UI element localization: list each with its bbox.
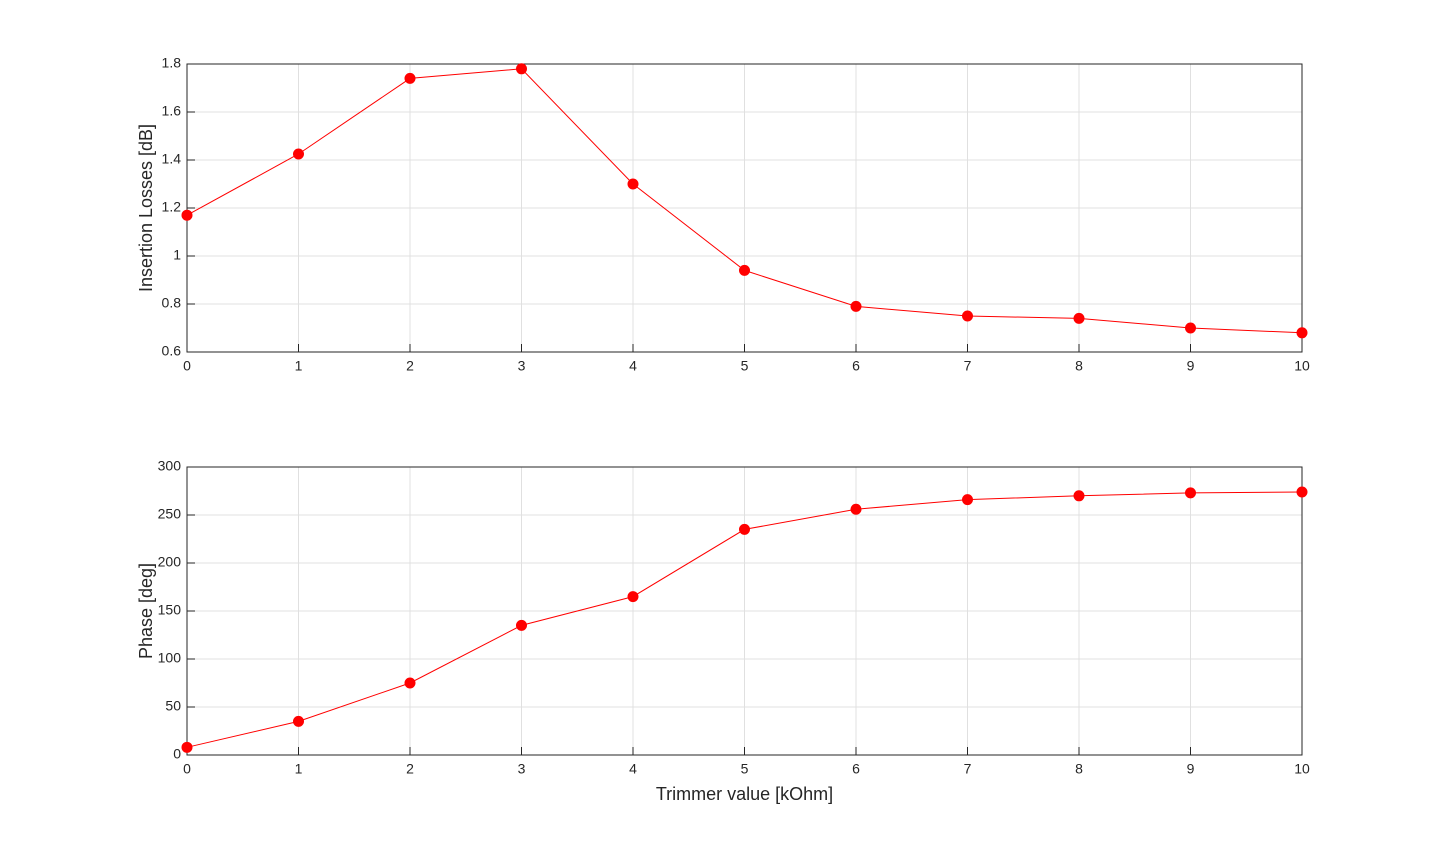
data-point [627, 178, 639, 190]
y-tick-label: 100 [158, 650, 182, 666]
data-point [739, 264, 750, 276]
data-point [739, 523, 750, 535]
data-point [962, 310, 973, 322]
y-tick-label: 0.8 [162, 295, 182, 311]
subplot: 0 1 2 3 4 5 6 7 8 9 10 0.6 0.8 1 1.2 1.4 1.6 1.8 Insertion… [136, 55, 1310, 374]
x-tick-label: 10 [1294, 761, 1310, 777]
x-tick-label: 7 [964, 358, 972, 374]
data-point [1185, 322, 1196, 334]
x-tick-label: 3 [518, 761, 526, 777]
x-tick-label: 1 [295, 761, 303, 777]
y-tick-label: 1.4 [162, 151, 182, 167]
x-tick-label: 2 [406, 358, 414, 374]
x-axis-label: Trimmer value [kOhm] [656, 784, 833, 804]
axes-frame [186, 466, 1303, 756]
x-tick-label: 9 [1187, 761, 1195, 777]
y-tick-label: 50 [165, 698, 181, 714]
x-tick-label: 6 [852, 358, 860, 374]
data-point [1296, 327, 1308, 339]
y-tick-label: 300 [158, 458, 182, 474]
data-point [1185, 487, 1196, 499]
axes-frame [186, 63, 1303, 353]
x-tick-label: 0 [183, 761, 191, 777]
data-point [293, 715, 304, 727]
y-tick-label: 1.6 [162, 103, 182, 119]
y-tick-label: 1.8 [162, 55, 182, 71]
x-tick-label: 7 [964, 761, 972, 777]
x-tick-label: 5 [741, 358, 749, 374]
y-tick-label: 200 [158, 554, 182, 570]
y-tick-label: 150 [158, 602, 182, 618]
data-point [1073, 312, 1085, 324]
y-tick-label: 0 [173, 746, 181, 762]
data-point [516, 63, 527, 75]
x-tick-label: 3 [518, 358, 526, 374]
x-tick-label: 5 [741, 761, 749, 777]
x-tick-label: 2 [406, 761, 414, 777]
y-axis-label: Phase [deg] [136, 563, 156, 659]
x-tick-label: 10 [1294, 358, 1310, 374]
data-point [181, 741, 193, 753]
data-point [404, 72, 416, 84]
data-point [850, 503, 862, 515]
x-tick-label: 6 [852, 761, 860, 777]
y-axis-label: Insertion Losses [dB] [136, 124, 156, 292]
data-point [404, 677, 416, 689]
data-point [293, 148, 304, 160]
y-tick-label: 1.2 [162, 199, 182, 215]
y-tick-label: 1 [173, 247, 181, 263]
data-point [181, 209, 193, 221]
data-point [516, 619, 527, 631]
x-tick-label: 0 [183, 358, 191, 374]
x-tick-label: 4 [629, 358, 637, 374]
data-point [1073, 490, 1085, 502]
x-tick-label: 4 [629, 761, 637, 777]
x-tick-label: 1 [295, 358, 303, 374]
x-tick-label: 9 [1187, 358, 1195, 374]
x-tick-label: 8 [1075, 761, 1083, 777]
data-point [627, 591, 639, 603]
data-point [962, 494, 973, 506]
y-tick-label: 0.6 [162, 343, 182, 359]
x-tick-label: 8 [1075, 358, 1083, 374]
data-point [850, 300, 862, 312]
data-point [1296, 486, 1308, 498]
y-tick-label: 250 [158, 506, 182, 522]
